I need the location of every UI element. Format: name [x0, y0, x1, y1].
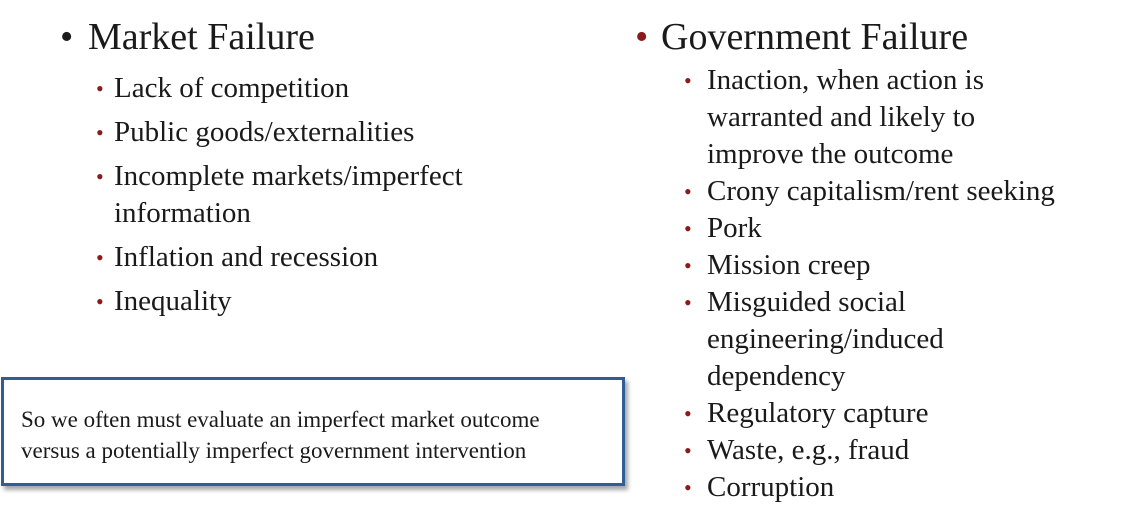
government-failure-list: • Inaction, when action is warranted and … [684, 62, 1104, 506]
bullet-icon: • [684, 290, 692, 315]
callout-line-2: versus a potentially imperfect governmen… [21, 438, 527, 463]
bullet-icon: • [96, 289, 104, 314]
list-item: • Misguided social engineering/induced de… [684, 286, 944, 392]
list-item: • Inequality [96, 283, 516, 320]
bullet-icon: • [96, 164, 104, 189]
bullet-icon: • [60, 16, 74, 58]
government-failure-heading: • Government Failure [635, 18, 968, 56]
summary-callout-box: So we often must evaluate an imperfect m… [1, 377, 625, 486]
bullet-icon: • [684, 253, 692, 278]
bullet-icon: • [684, 438, 692, 463]
bullet-icon: • [96, 120, 104, 145]
callout-line-1: So we often must evaluate an imperfect m… [21, 407, 540, 432]
list-item: • Mission creep [684, 247, 1104, 284]
list-item: • Inflation and recession [96, 239, 516, 276]
list-item: • Public goods/externalities [96, 114, 516, 151]
bullet-icon: • [684, 68, 692, 93]
bullet-icon: • [635, 16, 649, 58]
list-item: • Corruption [684, 469, 1104, 506]
government-failure-title: Government Failure [661, 16, 969, 58]
list-item: • Waste, e.g., fraud [684, 432, 1104, 469]
callout-text: So we often must evaluate an imperfect m… [21, 404, 621, 466]
bullet-icon: • [684, 475, 692, 500]
bullet-icon: • [684, 401, 692, 426]
market-failure-list: • Lack of competition • Public goods/exter… [96, 70, 516, 327]
list-item: • Inaction, when action is warranted and … [684, 64, 985, 170]
list-item: • Lack of competition [96, 70, 516, 107]
bullet-icon: • [96, 245, 104, 270]
market-failure-heading: • Market Failure [60, 18, 315, 56]
list-item: • Incomplete markets/imperfect informatio… [96, 160, 463, 229]
bullet-icon: • [684, 216, 692, 241]
market-failure-title: Market Failure [88, 16, 315, 58]
list-item: • Crony capitalism/rent seeking [684, 173, 1104, 210]
bullet-icon: • [96, 76, 104, 101]
bullet-icon: • [684, 179, 692, 204]
list-item: • Pork [684, 210, 1104, 247]
list-item: • Regulatory capture [684, 395, 1104, 432]
